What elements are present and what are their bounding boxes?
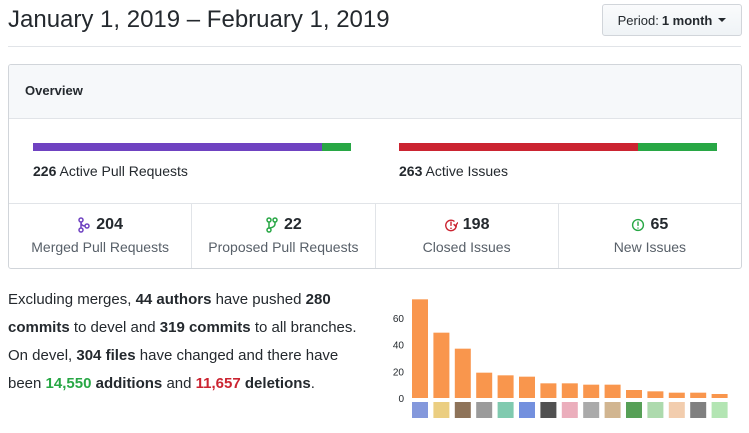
proposed-prs-stat[interactable]: 22 Proposed Pull Requests bbox=[191, 204, 374, 268]
new-issues-count: 65 bbox=[650, 216, 669, 233]
contributor-bar[interactable] bbox=[561, 383, 578, 398]
overview-title: Overview bbox=[9, 65, 741, 119]
all-commits-count: 319 commits bbox=[159, 319, 251, 336]
contributors-bar-chart: 0 20 40 60 bbox=[393, 299, 728, 418]
open-pr-icon bbox=[266, 217, 278, 233]
additions-label: additions bbox=[91, 375, 163, 392]
summary-text-4: to all branches. On devel, bbox=[8, 319, 357, 364]
open-prs-segment bbox=[321, 143, 351, 151]
summary-text-2: have pushed bbox=[211, 291, 306, 308]
merged-prs-stat[interactable]: 204 Merged Pull Requests bbox=[9, 204, 191, 268]
devel-commits-count: 280 commits bbox=[8, 291, 331, 336]
active-issues-count: 263 bbox=[399, 163, 423, 179]
additions-count: 14,550 bbox=[45, 375, 92, 392]
issues-summary[interactable]: 263 Active Issues bbox=[399, 143, 717, 179]
merged-prs-label: Merged Pull Requests bbox=[31, 239, 169, 255]
active-issues-label: Active Issues bbox=[425, 163, 508, 179]
pull-requests-summary[interactable]: 226 Active Pull Requests bbox=[33, 143, 351, 179]
merged-prs-segment bbox=[33, 143, 322, 151]
summary-text-5: have changed and there have been bbox=[8, 347, 339, 392]
y-tick-label: 0 bbox=[398, 394, 404, 405]
overview-panel: Overview 226 Active Pull Requests 263 Ac… bbox=[8, 64, 742, 269]
closed-issues-segment bbox=[399, 143, 639, 151]
page-title: January 1, 2019 – February 1, 2019 bbox=[8, 6, 390, 33]
contributor-bar[interactable] bbox=[647, 391, 664, 398]
contributor-avatar[interactable] bbox=[412, 402, 428, 418]
closed-issues-label: Closed Issues bbox=[422, 239, 511, 255]
contributor-bar[interactable] bbox=[412, 299, 428, 398]
files-changed-count: 304 files bbox=[76, 347, 136, 364]
active-prs-label: Active Pull Requests bbox=[59, 163, 188, 179]
pull-requests-bar bbox=[33, 143, 351, 151]
contributor-bar[interactable] bbox=[540, 383, 557, 398]
contributor-avatar[interactable] bbox=[540, 402, 557, 418]
contributor-avatar[interactable] bbox=[519, 402, 535, 418]
summary-text-1: Excluding merges, bbox=[8, 291, 136, 308]
contributor-avatar[interactable] bbox=[497, 402, 514, 418]
period-label: Period: bbox=[617, 12, 659, 28]
merged-pr-icon bbox=[78, 217, 91, 233]
contributor-avatar[interactable] bbox=[561, 402, 578, 418]
contributor-bar[interactable] bbox=[519, 376, 535, 398]
deletions-label: deletions bbox=[244, 375, 311, 392]
summary-text-6: and bbox=[162, 375, 196, 392]
period-value: 1 month bbox=[661, 12, 713, 28]
contributor-avatar[interactable] bbox=[626, 402, 642, 418]
contributor-avatar[interactable] bbox=[433, 402, 450, 418]
closed-issue-icon bbox=[444, 219, 458, 232]
contributor-avatar[interactable] bbox=[711, 402, 728, 418]
overview-summary-row: 226 Active Pull Requests 263 Active Issu… bbox=[9, 119, 741, 204]
summary-text-3: to devel and bbox=[69, 319, 160, 336]
contributor-avatar[interactable] bbox=[583, 402, 600, 418]
y-tick-label: 20 bbox=[393, 367, 405, 378]
contributor-avatar[interactable] bbox=[604, 402, 621, 418]
contributor-avatar[interactable] bbox=[690, 402, 707, 418]
period-dropdown-button[interactable]: Period: 1 month bbox=[602, 4, 742, 36]
contributor-bar[interactable] bbox=[583, 384, 600, 398]
contributor-bar[interactable] bbox=[711, 394, 728, 398]
contributor-avatar[interactable] bbox=[454, 402, 471, 418]
contributor-bar[interactable] bbox=[497, 375, 514, 398]
closed-issues-count: 198 bbox=[462, 216, 490, 233]
contributor-bar[interactable] bbox=[626, 390, 642, 398]
summary-text-7: . bbox=[310, 375, 315, 392]
contributor-bar[interactable] bbox=[690, 392, 707, 398]
new-issues-segment bbox=[638, 143, 717, 151]
open-issue-icon bbox=[632, 218, 645, 232]
issues-bar bbox=[399, 143, 717, 151]
deletions-count: 11,657 bbox=[195, 375, 241, 392]
merged-prs-count: 204 bbox=[96, 216, 123, 233]
new-issues-label: New Issues bbox=[613, 239, 687, 255]
y-tick-label: 60 bbox=[393, 314, 405, 325]
proposed-prs-count: 22 bbox=[283, 216, 302, 233]
contributor-bar[interactable] bbox=[604, 384, 621, 398]
contributor-bar[interactable] bbox=[668, 392, 685, 398]
contributor-bar[interactable] bbox=[476, 372, 493, 398]
authors-count: 44 authors bbox=[135, 291, 212, 308]
contributor-avatar[interactable] bbox=[647, 402, 664, 418]
y-tick-label: 40 bbox=[393, 341, 405, 352]
closed-issues-stat[interactable]: 198 Closed Issues bbox=[374, 204, 558, 268]
contributor-bar[interactable] bbox=[454, 348, 471, 398]
contributor-avatar[interactable] bbox=[476, 402, 493, 418]
proposed-prs-label: Proposed Pull Requests bbox=[208, 239, 359, 255]
header-divider bbox=[8, 46, 741, 47]
overview-stats: 204 Merged Pull Requests 22 Proposed Pul… bbox=[9, 204, 741, 268]
new-issues-stat[interactable]: 65 New Issues bbox=[557, 204, 741, 268]
active-prs-count: 226 bbox=[33, 163, 57, 179]
caret-down-icon bbox=[718, 18, 727, 22]
contributor-bar[interactable] bbox=[433, 332, 450, 398]
commit-summary-text: Excluding merges, 44 authors have pushed… bbox=[8, 286, 368, 398]
contributor-avatar[interactable] bbox=[668, 402, 685, 418]
